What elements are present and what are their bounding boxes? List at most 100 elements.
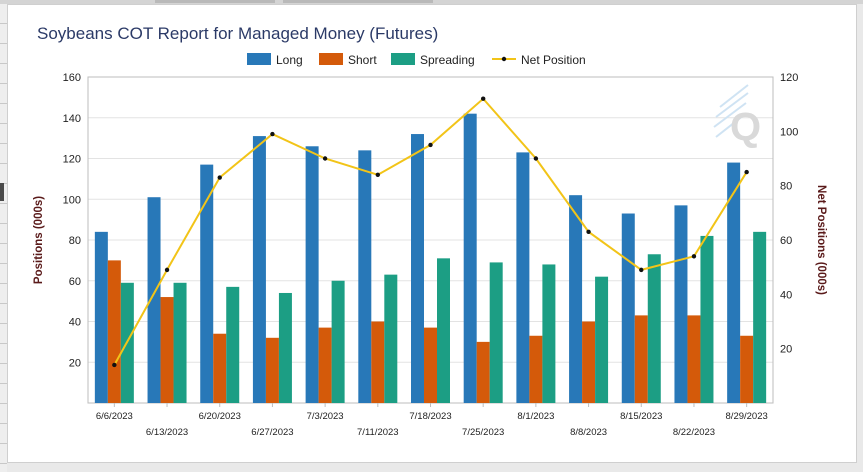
- x-axis-ticks: 6/6/2023 6/13/2023 6/20/2023 6/27/2023 7/3/2…: [96, 403, 768, 438]
- net-position-point: [428, 142, 433, 148]
- bar-long: [727, 162, 741, 403]
- left-edge-marker: [0, 183, 4, 201]
- legend-label: Short: [348, 53, 377, 67]
- bar-long: [463, 113, 477, 404]
- y2-tick-label: 80: [780, 181, 792, 193]
- bar-long: [358, 150, 372, 403]
- net-position-point: [639, 267, 644, 273]
- bar-short: [160, 297, 174, 403]
- x-tick-label: 7/25/2023: [462, 427, 504, 438]
- bar-short: [740, 335, 754, 403]
- bar-long: [305, 146, 319, 403]
- right-axis-ticks: 20 40 60 80 100 120: [780, 72, 798, 356]
- bar-short: [371, 321, 385, 403]
- bar-spreading: [753, 231, 767, 403]
- net-position-point: [586, 229, 591, 235]
- left-axis-ticks: 20 40 60 80 100 120 140 160: [63, 72, 81, 369]
- legend-item-spreading[interactable]: Spreading: [391, 53, 475, 67]
- bar-short: [213, 333, 227, 403]
- net-position-point: [217, 175, 222, 180]
- bar-long: [516, 152, 530, 403]
- y-tick-label: 140: [63, 113, 81, 125]
- watermark-logo: Q: [713, 84, 761, 149]
- y-tick-label: 40: [69, 317, 81, 329]
- x-tick-label: 8/22/2023: [673, 427, 715, 438]
- net-position-point: [691, 254, 697, 259]
- y2-tick-label: 60: [780, 235, 792, 247]
- x-tick-label: 8/29/2023: [726, 411, 768, 422]
- x-tick-label: 6/13/2023: [146, 427, 188, 438]
- y-tick-label: 120: [63, 154, 81, 166]
- net-position-point: [322, 156, 328, 161]
- top-window-strip: [0, 0, 863, 4]
- bar-short: [529, 335, 543, 403]
- bar-spreading: [595, 276, 609, 403]
- x-tick-label: 6/20/2023: [199, 411, 241, 422]
- x-tick-label: 6/6/2023: [96, 411, 133, 422]
- cot-chart: Soybeans COT Report for Managed Money (F…: [33, 24, 827, 438]
- y-tick-label: 80: [69, 235, 81, 247]
- net-position-point: [480, 96, 486, 101]
- bar-spreading: [226, 286, 240, 403]
- legend-swatch: [319, 53, 343, 65]
- net-position-point: [375, 172, 381, 177]
- grid-lines: [88, 76, 773, 363]
- legend-item-net-position[interactable]: Net Position: [492, 53, 586, 67]
- bar-short: [582, 321, 596, 403]
- net-position-point: [270, 131, 275, 137]
- net-position-point: [112, 362, 117, 368]
- legend-label: Net Position: [521, 53, 586, 67]
- bar-spreading: [173, 282, 187, 403]
- bar-short: [265, 337, 279, 403]
- bar-long: [147, 197, 161, 403]
- window-tab[interactable]: [155, 0, 275, 3]
- bar-short: [476, 341, 490, 403]
- bar-spreading: [489, 262, 503, 403]
- net-position-point: [533, 156, 539, 161]
- bar-long: [94, 231, 108, 403]
- x-tick-label: 8/1/2023: [517, 411, 554, 422]
- y2-tick-label: 20: [780, 344, 792, 356]
- y-tick-label: 100: [63, 194, 81, 206]
- bar-spreading: [384, 274, 398, 403]
- chart-title: Soybeans COT Report for Managed Money (F…: [37, 24, 438, 43]
- bar-long: [569, 195, 583, 403]
- net-position-series: [112, 96, 749, 368]
- x-tick-label: 7/3/2023: [307, 411, 344, 422]
- y-axis-title: Positions (000s): [33, 196, 45, 284]
- x-tick-label: 8/8/2023: [570, 427, 607, 438]
- bar-spreading: [647, 254, 661, 403]
- net-position-point: [164, 267, 170, 273]
- bar-short: [634, 315, 648, 403]
- bar-series: [94, 113, 767, 404]
- bar-long: [621, 213, 635, 403]
- bar-spreading: [331, 280, 345, 403]
- y2-tick-label: 40: [780, 289, 792, 301]
- bar-long: [411, 134, 424, 404]
- legend-swatch: [247, 53, 271, 65]
- legend-item-short[interactable]: Short: [319, 53, 377, 67]
- x-tick-label: 7/18/2023: [409, 411, 451, 422]
- chart-card: Soybeans COT Report for Managed Money (F…: [7, 4, 857, 463]
- y-tick-label: 160: [63, 72, 81, 84]
- legend-item-long[interactable]: Long: [247, 53, 303, 67]
- bar-short: [318, 327, 332, 403]
- chart-legend: Long Short Spreading Net Position: [247, 53, 586, 67]
- legend-swatch: [391, 53, 415, 65]
- left-edge-ruler: [0, 4, 7, 472]
- x-tick-label: 7/11/2023: [357, 427, 399, 438]
- bar-short: [687, 315, 701, 403]
- bar-long: [252, 136, 266, 403]
- bar-spreading: [437, 258, 450, 403]
- legend-label: Long: [276, 53, 303, 67]
- watermark-letter: Q: [730, 105, 761, 149]
- legend-marker: [501, 56, 507, 62]
- bar-short: [424, 327, 437, 403]
- y2-tick-label: 120: [780, 72, 798, 84]
- bar-long: [674, 205, 688, 403]
- y-tick-label: 20: [69, 357, 81, 369]
- legend-label: Spreading: [420, 53, 475, 67]
- window-tab[interactable]: [283, 0, 433, 3]
- net-position-point: [744, 169, 749, 175]
- bar-long: [200, 164, 214, 403]
